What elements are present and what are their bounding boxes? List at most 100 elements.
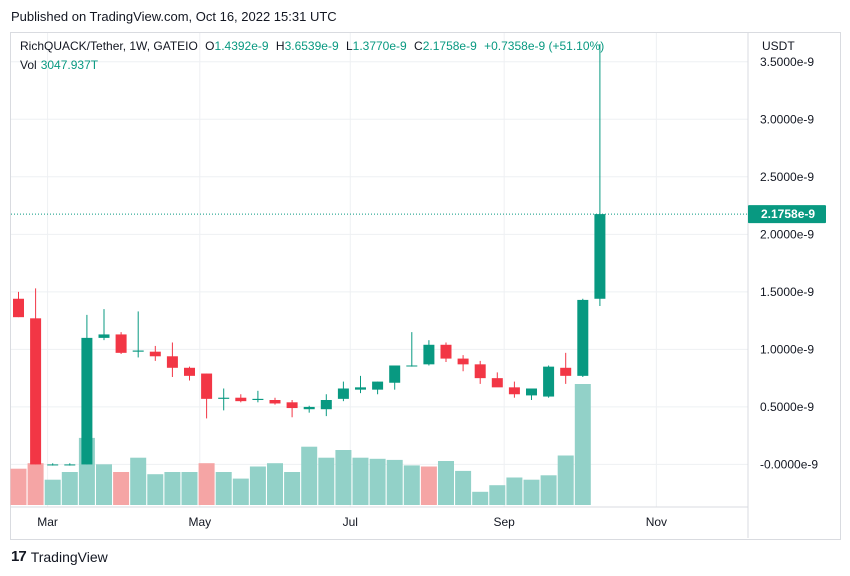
volume-bar	[130, 457, 147, 505]
volume-bar	[249, 466, 266, 505]
volume-bar	[318, 457, 335, 505]
volume-bar	[420, 466, 437, 505]
volume-bar	[164, 472, 181, 505]
candle-body	[132, 350, 144, 352]
y-tick-label: 3.5000e-9	[760, 55, 814, 69]
candle-body	[543, 366, 555, 397]
y-tick-label: 1.5000e-9	[760, 285, 814, 299]
currency-label: USDT	[762, 39, 795, 53]
volume-bar	[489, 485, 506, 505]
candle-body	[201, 373, 213, 399]
x-tick-label: Nov	[646, 515, 667, 529]
candle-body	[98, 334, 110, 338]
volume-bar	[215, 472, 232, 505]
y-tick-label: 2.0000e-9	[760, 227, 814, 241]
volume-bar	[232, 478, 249, 505]
volume-bar	[369, 458, 386, 505]
legend-open-value: 1.4392e-9	[214, 39, 269, 53]
candle-body	[115, 334, 127, 353]
volume-bar	[335, 450, 352, 505]
legend-high-label: H	[275, 39, 285, 53]
legend-symbol: RichQUACK/Tether, 1W, GATEIO	[20, 39, 198, 53]
candle-body	[337, 388, 349, 399]
x-tick-label: May	[188, 515, 211, 529]
candle-body	[474, 364, 486, 379]
volume-bar	[472, 491, 489, 505]
legend-change: +0.7358e-9 (+51.10%)	[484, 39, 605, 53]
candle-body	[372, 381, 384, 390]
x-tick-label: Jul	[343, 515, 358, 529]
candle-body	[406, 365, 418, 367]
volume-bar	[10, 468, 27, 505]
volume-bar	[27, 463, 44, 505]
volume-bar	[540, 475, 557, 505]
volume-label: Vol	[20, 58, 37, 72]
volume-bar	[386, 459, 403, 505]
volume-bar	[198, 463, 215, 505]
candle-body	[508, 387, 520, 395]
y-tick-label: 1.0000e-9	[760, 342, 814, 356]
candle-body	[235, 397, 247, 402]
volume-bar	[506, 477, 523, 505]
volume-value: 3047.937T	[40, 58, 99, 72]
volume-bar	[181, 472, 198, 505]
x-tick-label: Sep	[493, 515, 515, 529]
candle-body	[166, 356, 178, 368]
volume-bar	[113, 472, 130, 505]
last-price-label: 2.1758e-9	[761, 207, 815, 221]
y-tick-label: -0.0000e-9	[760, 457, 818, 471]
chart-frame[interactable]	[10, 32, 841, 540]
candle-body	[252, 398, 264, 401]
candle-body	[594, 214, 606, 299]
tradingview-logo-text: TradingView	[30, 548, 108, 565]
volume-bar	[284, 472, 301, 505]
y-tick-label: 3.0000e-9	[760, 112, 814, 126]
volume-bar	[44, 479, 61, 505]
volume-bar	[574, 384, 591, 505]
volume-bar	[523, 479, 540, 505]
published-caption: Published on TradingView.com, Oct 16, 20…	[11, 9, 337, 24]
volume-bar	[61, 472, 78, 505]
volume-legend: Vol 3047.937T	[20, 58, 98, 72]
candle-body	[184, 367, 195, 376]
candle-body	[577, 299, 589, 376]
tradingview-logo-icon: 17	[11, 548, 27, 565]
ohlc-legend: RichQUACK/Tether, 1W, GATEIO O1.4392e-9 …	[20, 39, 604, 53]
volume-bar	[301, 446, 318, 505]
volume-bar	[96, 464, 112, 505]
candle-body	[81, 337, 93, 465]
y-tick-label: 2.5000e-9	[760, 170, 814, 184]
volume-bar	[438, 461, 454, 505]
legend-low-label: L	[345, 39, 353, 53]
candle-body	[440, 344, 452, 359]
x-tick-label: Mar	[37, 515, 58, 529]
legend-low-value: 1.3770e-9	[352, 39, 407, 53]
candle-body	[526, 388, 537, 396]
volume-bar	[557, 455, 574, 505]
candle-body	[64, 464, 76, 466]
candle-body	[149, 351, 161, 357]
candle-body	[457, 358, 469, 365]
candle-body	[286, 402, 298, 409]
candle-body	[303, 406, 315, 410]
candle-body	[389, 365, 401, 383]
candle-body	[320, 400, 332, 410]
volume-bar	[352, 457, 369, 505]
tradingview-logo[interactable]: 17 TradingView	[11, 548, 108, 565]
candle-body	[491, 378, 503, 388]
legend-close-label: C	[414, 39, 423, 53]
candle-body	[560, 367, 572, 376]
legend-close-value: 2.1758e-9	[422, 39, 477, 53]
volume-bar	[455, 470, 472, 505]
y-tick-label: 0.5000e-9	[760, 400, 814, 414]
legend-high-value: 3.6539e-9	[284, 39, 339, 53]
candle-body	[13, 298, 24, 318]
candle-body	[47, 464, 59, 466]
last-price-badge	[748, 205, 826, 224]
candle-body	[30, 318, 42, 465]
candle-body	[218, 397, 230, 399]
volume-bar	[147, 474, 164, 505]
legend-open-label: O	[205, 39, 215, 53]
candle-body	[423, 344, 435, 365]
